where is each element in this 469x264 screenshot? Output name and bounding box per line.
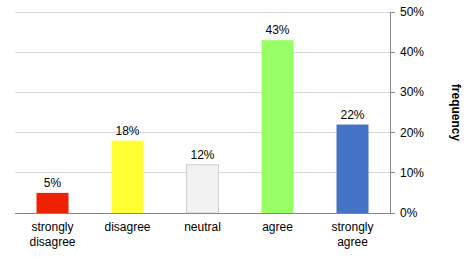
category-label: stronglyagree [331, 220, 373, 249]
grid-line [15, 12, 390, 13]
data-label: 18% [115, 124, 139, 138]
category-label: stronglydisagree [29, 220, 75, 249]
bar [262, 40, 294, 213]
tick-label: 20% [400, 126, 424, 140]
bar [37, 193, 69, 213]
y-axis-line [390, 12, 391, 213]
tick-mark [390, 213, 395, 214]
tick-label: 40% [400, 45, 424, 59]
bar [187, 165, 219, 213]
tick-mark [390, 132, 395, 133]
data-label: 22% [340, 108, 364, 122]
data-label: 43% [265, 23, 289, 37]
y-axis-title: frequency [449, 84, 463, 142]
tick-mark [390, 12, 395, 13]
chart-container: 0% 10% 20% 30% 40% 50% 5% 18% 12% 43% 22% stronglyd… [0, 0, 469, 264]
tick-label: 50% [400, 5, 424, 19]
grid-line [15, 92, 390, 93]
tick-mark [390, 172, 395, 173]
category-label: disagree [104, 220, 150, 234]
category-label: agree [262, 220, 293, 234]
data-label: 12% [190, 148, 214, 162]
tick-label: 10% [400, 166, 424, 180]
bar [112, 141, 144, 213]
tick-mark [390, 92, 395, 93]
tick-label: 30% [400, 85, 424, 99]
tick-label: 0% [400, 206, 418, 220]
grid-line [15, 52, 390, 53]
category-label: neutral [184, 220, 221, 234]
chart-svg: 0% 10% 20% 30% 40% 50% 5% 18% 12% 43% 22% stronglyd… [0, 0, 469, 264]
data-label: 5% [44, 176, 62, 190]
bars [37, 40, 369, 213]
bar [337, 125, 369, 213]
grid-line [15, 132, 390, 133]
tick-mark [390, 52, 395, 53]
